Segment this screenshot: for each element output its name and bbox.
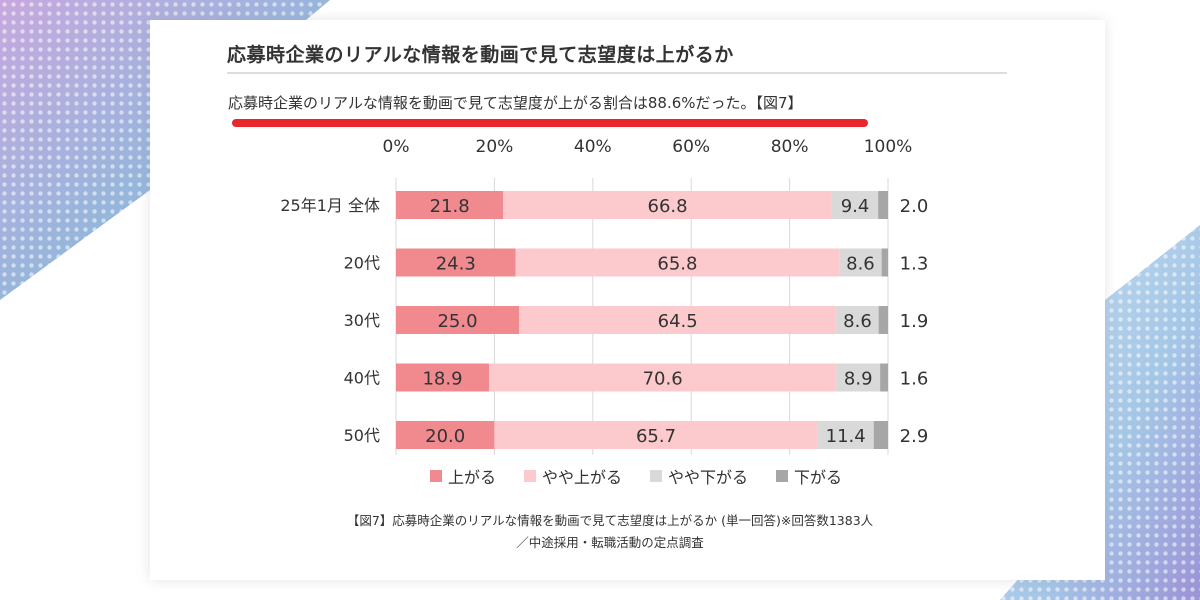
data-label: 18.9 (422, 369, 462, 390)
x-tick-label: 40% (574, 137, 612, 157)
bar-segment (396, 421, 495, 449)
data-label: 64.5 (658, 311, 698, 332)
data-label: 11.4 (826, 426, 866, 447)
legend-swatch (650, 470, 663, 482)
data-label: 65.7 (636, 426, 676, 447)
bar-segment (839, 248, 882, 277)
bar-segment (873, 421, 888, 449)
bar-segment (503, 191, 832, 219)
category-label: 20代 (344, 254, 380, 273)
x-tick-label: 80% (771, 137, 809, 157)
bar-segment (880, 363, 888, 392)
bar-segment (836, 306, 879, 334)
chart-title: 応募時企業のリアルな情報を動画で見て志望度は上がるか (227, 44, 734, 66)
legend-swatch (776, 470, 789, 482)
legend-label: 下がる (794, 468, 843, 487)
legend-item: やや上がる (524, 464, 622, 488)
legend-swatch (524, 470, 537, 482)
bar-segment (396, 191, 504, 219)
data-label: 8.6 (843, 311, 872, 332)
bar-segment (396, 363, 489, 392)
x-tick-label: 60% (672, 137, 710, 157)
data-label: 24.3 (436, 254, 476, 275)
bar-segment (396, 248, 516, 277)
legend-item: 下がる (776, 464, 842, 488)
data-label: 9.4 (841, 196, 870, 217)
bar-segment (488, 363, 837, 392)
bar-segment (881, 248, 888, 277)
bar-segment (519, 306, 837, 334)
legend-item: 上がる (430, 464, 496, 488)
figure-caption: 【図7】応募時企業のリアルな情報を動画で見て志望度は上がるか (単一回答)※回答… (346, 513, 874, 528)
data-label: 25.0 (437, 311, 477, 332)
data-label: 1.9 (900, 311, 929, 332)
category-label: 30代 (344, 311, 380, 330)
x-tick-label: 20% (476, 137, 514, 157)
legend-label: 上がる (448, 468, 497, 487)
bar-segment (396, 306, 519, 334)
data-label: 65.8 (657, 254, 697, 275)
data-label: 8.6 (846, 254, 875, 275)
category-label: 25年1月 全体 (280, 196, 380, 215)
bar-segment (878, 191, 888, 219)
bar-segment (817, 421, 874, 449)
data-label: 20.0 (425, 426, 465, 447)
x-tick-label: 0% (383, 137, 410, 157)
data-label: 66.8 (648, 196, 688, 217)
data-label: 2.9 (900, 426, 929, 447)
category-label: 40代 (344, 369, 380, 388)
legend-swatch (430, 470, 442, 482)
legend-label: やや上がる (542, 468, 623, 487)
category-label: 50代 (344, 426, 380, 445)
data-label: 21.8 (430, 196, 470, 217)
bar-segment (836, 363, 881, 392)
legend-item: やや下がる (650, 464, 748, 488)
data-label: 1.3 (900, 254, 929, 275)
legend-label: やや下がる (668, 468, 749, 487)
data-label: 2.0 (900, 196, 929, 217)
chart-card (150, 20, 1105, 580)
chart-legend: 上がる やや上がる やや下がる 下がる (430, 464, 842, 488)
highlight-underline (232, 119, 868, 127)
bar-segment (494, 421, 818, 449)
bar-segment (878, 306, 888, 334)
bar-segment (515, 248, 840, 277)
data-label: 1.6 (900, 369, 929, 390)
bar-segment (831, 191, 879, 219)
title-divider (227, 72, 1007, 74)
x-tick-label: 100% (864, 137, 913, 157)
data-label: 70.6 (643, 369, 683, 390)
data-label: 8.9 (844, 369, 873, 390)
chart-subtitle: 応募時企業のリアルな情報を動画で見て志望度が上がる割合は88.6%だった。【図7… (228, 94, 803, 112)
figure-source: ／中途採用・転職活動の定点調査 (516, 535, 704, 550)
